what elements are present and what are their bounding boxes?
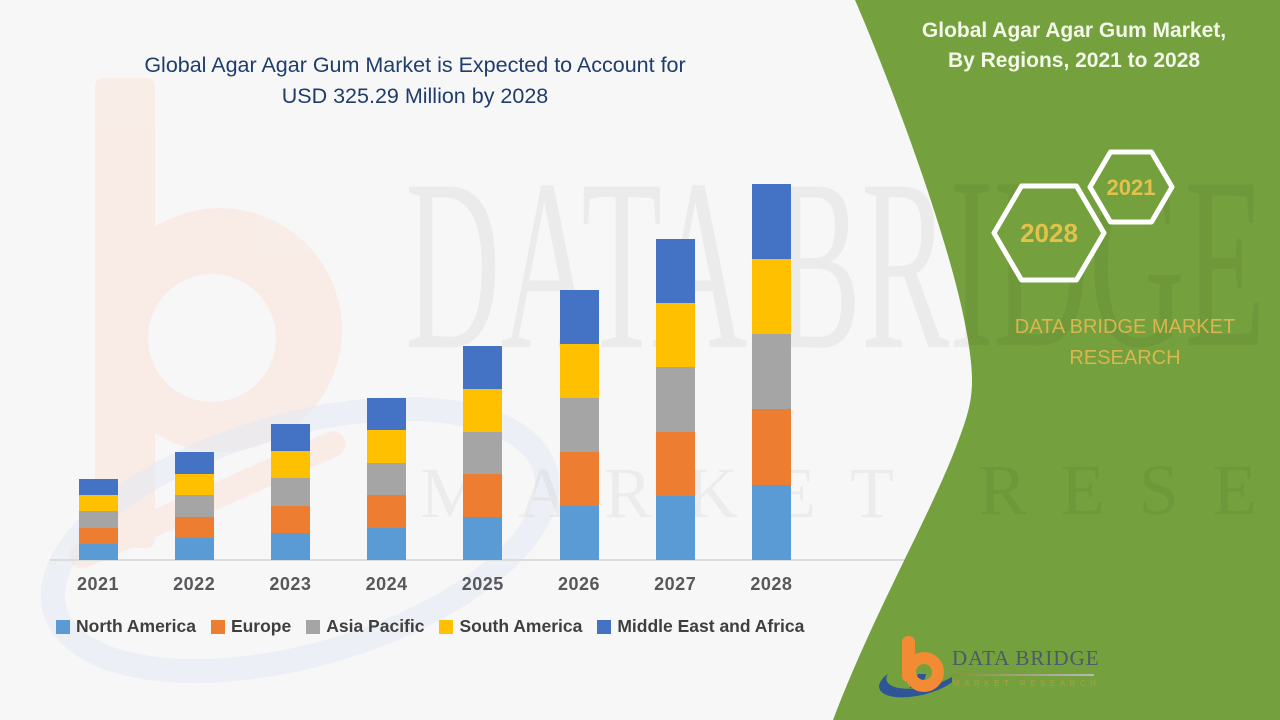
- panel-title-line1: Global Agar Agar Gum Market,: [921, 19, 1227, 42]
- bar-segment-asia-pacific: [655, 367, 695, 432]
- bar-2022: [174, 452, 214, 560]
- bar-segment-europe: [751, 409, 791, 485]
- x-axis-label-2021: 2021: [76, 574, 120, 594]
- logo-tagline: MARKET RESEARCH: [953, 679, 1101, 688]
- x-axis-label-2023: 2023: [269, 574, 312, 594]
- hexagon-badges: 2028 2021: [991, 149, 1175, 283]
- brand-line1: DATA BRIDGE MARKET: [1014, 316, 1236, 338]
- company-logo: DATA BRIDGE MARKET RESEARCH: [872, 630, 1122, 710]
- x-axis-label-2027: 2027: [654, 574, 697, 594]
- bar-segment-south-america: [463, 388, 503, 432]
- bar-segment-north-america: [463, 517, 503, 560]
- legend-item-north-america: North America: [56, 616, 196, 637]
- chart-title-line1: Global Agar Agar Gum Market is Expected …: [144, 53, 686, 77]
- panel-watermark-line2: MARKET RESEARCH: [420, 450, 1280, 530]
- bar-segment-north-america: [270, 532, 310, 560]
- legend: North America Europe Asia Pacific South Ame…: [56, 616, 804, 637]
- bar-segment-europe: [655, 431, 695, 496]
- bar-2021: [78, 479, 118, 560]
- legend-label-north-america: North America: [76, 616, 196, 636]
- hexagon-2028-label: 2028: [1020, 218, 1078, 248]
- hexagon-2021: [1087, 149, 1175, 225]
- bar-segment-south-america: [751, 258, 791, 335]
- bar-2023: [270, 424, 310, 560]
- bar-segment-south-america: [559, 344, 599, 398]
- bar-segment-north-america: [559, 506, 599, 560]
- bar-segment-europe: [270, 505, 310, 533]
- legend-item-europe: Europe: [210, 616, 292, 637]
- bar-2026: [559, 290, 599, 560]
- bar-segment-north-america: [367, 527, 407, 560]
- bar-segment-asia-pacific: [270, 478, 310, 506]
- bar-segment-europe: [367, 495, 407, 528]
- x-axis-label-2028: 2028: [750, 574, 793, 594]
- bar-segment-europe: [174, 516, 214, 539]
- legend-item-south-america: South America: [439, 616, 582, 637]
- x-axis-label-2024: 2024: [365, 574, 408, 594]
- chart-title-line2: USD 325.29 Million by 2028: [281, 84, 549, 108]
- hexagon-2021-label: 2021: [1107, 175, 1156, 200]
- bar-segment-south-america: [655, 303, 695, 368]
- hexagon-2028: [991, 183, 1107, 283]
- logo-underline: [952, 674, 1094, 676]
- bar-2024: [367, 398, 407, 560]
- chart-title: Global Agar Agar Gum Market is Expected …: [60, 50, 770, 112]
- bar-segment-north-america: [174, 538, 214, 560]
- legend-label-middle-east-and-africa: Middle East and Africa: [617, 616, 805, 636]
- bar-segment-europe: [463, 474, 503, 518]
- bar-segment-asia-pacific: [751, 334, 791, 410]
- bar-segment-south-america: [367, 430, 407, 463]
- bar-segment-middle-east-and-africa: [559, 290, 599, 344]
- bar-segment-asia-pacific: [174, 495, 214, 517]
- bar-segment-north-america: [751, 484, 791, 560]
- legend-label-europe: Europe: [230, 616, 292, 636]
- brand-text: DATA BRIDGE MARKET RESEARCH: [995, 312, 1255, 374]
- legend-swatch-asia-pacific: [306, 619, 321, 634]
- bar-segment-middle-east-and-africa: [463, 346, 503, 389]
- bar-segment-middle-east-and-africa: [174, 452, 214, 474]
- panel-title-line2: By Regions, 2021 to 2028: [947, 49, 1201, 72]
- bar-segment-south-america: [174, 473, 214, 496]
- bar-segment-north-america: [78, 543, 118, 560]
- legend-label-south-america: South America: [459, 616, 583, 636]
- bar-segment-middle-east-and-africa: [78, 479, 118, 496]
- brand-line2: RESEARCH: [1069, 347, 1181, 369]
- bar-segment-south-america: [78, 495, 118, 512]
- bar-segment-asia-pacific: [367, 462, 407, 496]
- legend-swatch-europe: [210, 619, 225, 634]
- legend-label-asia-pacific: Asia Pacific: [326, 616, 425, 636]
- x-axis-label-2026: 2026: [557, 574, 601, 594]
- bar-segment-asia-pacific: [559, 398, 599, 452]
- bar-segment-asia-pacific: [463, 431, 503, 475]
- bar-segment-europe: [559, 452, 599, 506]
- bar-segment-middle-east-and-africa: [655, 239, 695, 304]
- bar-segment-middle-east-and-africa: [270, 424, 310, 452]
- x-axis-label-2025: 2025: [461, 574, 504, 594]
- legend-swatch-south-america: [439, 619, 454, 634]
- x-axis-label-2022: 2022: [173, 574, 216, 594]
- company-logo-mark: [879, 636, 952, 698]
- bar-2025: [463, 346, 503, 560]
- bar-segment-middle-east-and-africa: [751, 183, 791, 259]
- bar-segment-north-america: [655, 495, 695, 560]
- logo-wordmark: DATA BRIDGE: [952, 646, 1100, 670]
- x-axis-line: [50, 559, 908, 561]
- bar-segment-asia-pacific: [78, 511, 118, 528]
- legend-item-asia-pacific: Asia Pacific: [306, 616, 424, 637]
- legend-swatch-middle-east-and-africa: [597, 619, 612, 634]
- bar-2027: [655, 239, 695, 560]
- bar-segment-europe: [78, 527, 118, 544]
- panel-title: Global Agar Agar Gum Market, By Regions,…: [900, 16, 1248, 76]
- legend-item-middle-east-and-africa: Middle East and Africa: [597, 616, 804, 637]
- bar-2028: [751, 183, 791, 560]
- bar-segment-south-america: [270, 451, 310, 479]
- bar-segment-middle-east-and-africa: [367, 398, 407, 431]
- legend-swatch-north-america: [56, 619, 70, 634]
